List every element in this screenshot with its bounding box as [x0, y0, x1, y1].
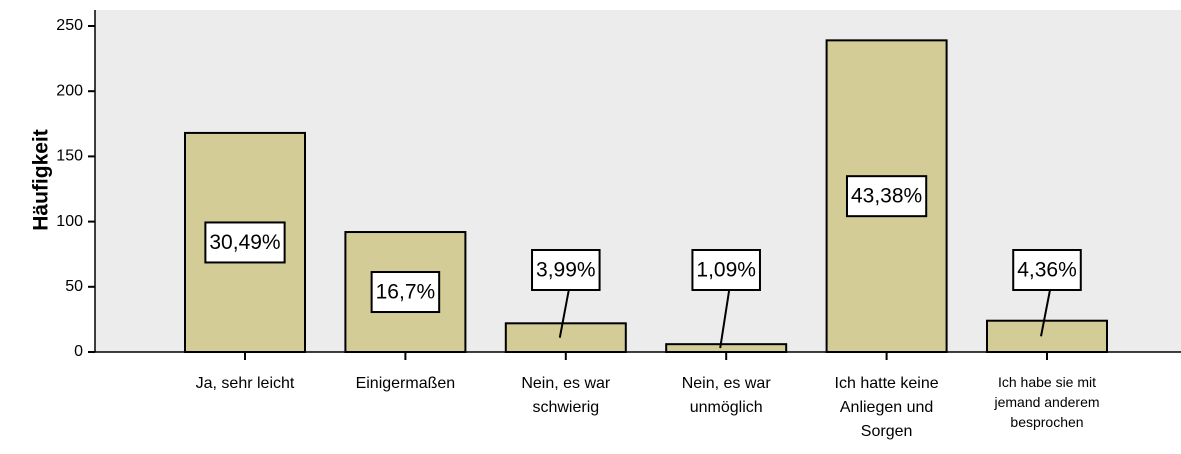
bar — [665, 343, 788, 353]
y-tick-label: 250 — [56, 17, 83, 34]
y-tick-label: 200 — [56, 82, 83, 99]
percentage-label: 1,09% — [696, 259, 756, 282]
percentage-box — [370, 271, 441, 314]
x-tick-label: Ich habe sie mit jemand anderem besproch… — [994, 374, 1100, 430]
percentage-box — [691, 249, 761, 291]
percentage-label: 43,38% — [851, 185, 922, 208]
percentage-box — [1012, 249, 1082, 291]
leader-line — [719, 289, 731, 349]
x-tick-label: Ich hatte keine Anliegen und Sorgen — [834, 375, 939, 440]
bar — [344, 231, 467, 353]
bar — [504, 322, 627, 354]
y-tick-label: 100 — [56, 213, 83, 230]
x-tick-label: Ja, sehr leicht — [195, 375, 295, 392]
percentage-label: 3,99% — [536, 259, 596, 282]
percentage-label: 4,36% — [1017, 259, 1077, 282]
percentage-box — [531, 249, 601, 291]
y-tick-label: 50 — [65, 278, 83, 295]
percentage-label: 30,49% — [209, 231, 280, 254]
percentage-label: 16,7% — [376, 281, 436, 304]
leader-line — [558, 289, 570, 338]
leader-line — [1040, 289, 1051, 337]
y-tick-label: 150 — [56, 148, 83, 165]
x-tick-label: Nein, es war unmöglich — [681, 375, 771, 416]
y-axis-title: Häufigkeit — [30, 129, 53, 231]
x-tick-label: Einigermaßen — [355, 375, 456, 392]
bar — [986, 319, 1108, 354]
y-tick-label: 0 — [74, 343, 83, 360]
percentage-box — [845, 175, 928, 218]
percentage-box — [204, 221, 286, 264]
x-tick-label: Nein, es war schwierig — [521, 375, 611, 416]
